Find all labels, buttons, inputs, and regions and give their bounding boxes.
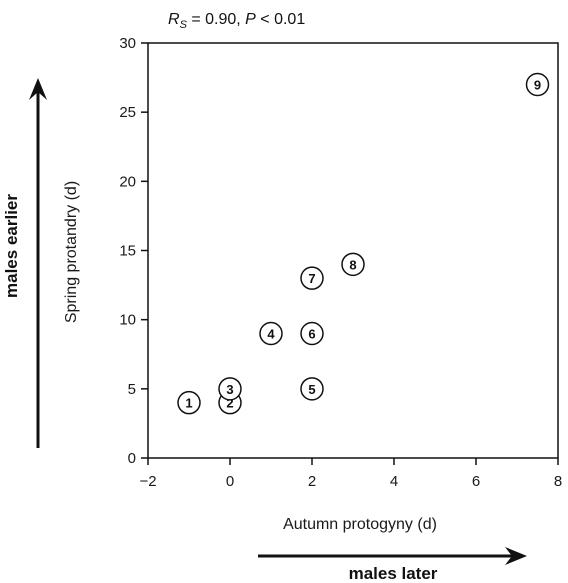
y-tick-label: 5 (128, 381, 136, 398)
data-point: 6 (300, 321, 324, 346)
y-tick-label: 0 (128, 450, 136, 467)
data-point-label: 9 (534, 78, 541, 93)
x-tick-label: 0 (226, 473, 234, 490)
rs-symbol: R (168, 11, 180, 28)
p-symbol: P (245, 11, 256, 28)
data-point-marker (300, 377, 324, 401)
data-point-label: 3 (226, 382, 233, 397)
data-point-label: 7 (308, 271, 315, 286)
y-tick-label: 25 (119, 104, 136, 121)
x-axis-ticks: −2 0 2 4 6 8 (139, 458, 562, 490)
data-point-label: 6 (308, 327, 315, 342)
data-point-label: 5 (308, 382, 315, 397)
data-point: 9 (525, 72, 550, 97)
y-axis-label: Spring protandry (d) (63, 181, 80, 323)
x-tick-label: 2 (308, 473, 316, 490)
data-point-label: 1 (185, 396, 192, 411)
y-direction-arrowhead (29, 78, 47, 100)
rs-value: = 0.90, (187, 11, 245, 28)
data-point-marker (341, 252, 365, 277)
data-point-marker (300, 321, 324, 346)
data-point-marker (218, 377, 242, 401)
y-axis-ticks: 0 5 10 15 20 25 30 (119, 35, 148, 467)
x-axis-label: Autumn protogyny (d) (283, 516, 437, 533)
data-point-marker (525, 72, 550, 97)
x-tick-label: 4 (390, 473, 398, 490)
data-point: 7 (300, 266, 324, 290)
y-tick-label: 20 (119, 173, 136, 190)
y-tick-label: 15 (119, 243, 136, 260)
y-direction-label: males earlier (2, 194, 21, 298)
data-point: 5 (300, 377, 324, 401)
data-point: 3 (218, 377, 242, 401)
x-tick-label: 6 (472, 473, 480, 490)
data-point-marker (259, 321, 283, 346)
data-point: 8 (341, 252, 365, 277)
data-point-marker (300, 266, 324, 290)
stat-annotation: RS = 0.90, P < 0.01 (168, 11, 305, 31)
x-direction-label: males later (349, 564, 438, 583)
plot-frame (147, 42, 559, 459)
x-direction-arrowhead (505, 547, 527, 565)
data-point-label: 4 (267, 327, 275, 342)
x-tick-label: 8 (554, 473, 562, 490)
data-point-marker (177, 390, 201, 415)
data-point: 4 (259, 321, 283, 346)
data-point-label: 8 (349, 257, 356, 272)
p-value: < 0.01 (256, 11, 305, 28)
y-tick-label: 10 (119, 312, 136, 329)
data-point-label: 2 (226, 396, 233, 411)
y-tick-label: 30 (119, 35, 136, 52)
data-point: 1 (177, 390, 201, 415)
x-tick-label: −2 (139, 473, 156, 490)
rs-subscript: S (180, 19, 188, 31)
